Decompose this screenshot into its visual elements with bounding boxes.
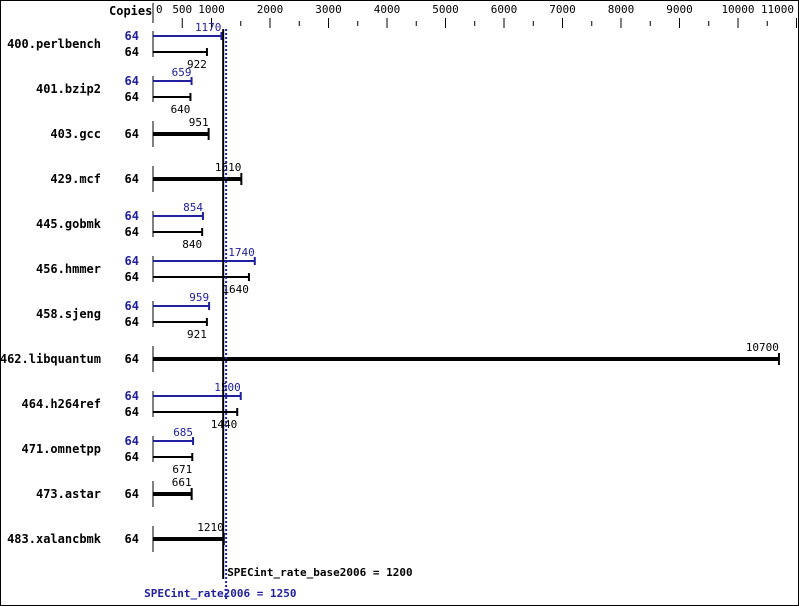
peak-copies: 64 [125,254,139,268]
peak-summary-label: SPECint_rate2006 = 1250 [144,587,296,600]
base-value-label: 640 [171,103,191,116]
x-tick-label: 3000 [315,3,342,16]
benchmark-label: 401.bzip2 [36,82,101,96]
peak-copies: 64 [125,74,139,88]
base-copies: 64 [125,532,139,546]
base-value-label: 840 [182,238,202,251]
x-tick-label: 5000 [432,3,459,16]
base-copies: 64 [125,127,139,141]
base-value-label: 921 [187,328,207,341]
x-tick-label: 4000 [374,3,401,16]
base-value-label: 1210 [197,521,224,534]
base-value-label: 922 [187,58,207,71]
base-value-label: 661 [172,476,192,489]
base-value-label: 1640 [222,283,249,296]
base-copies: 64 [125,270,139,284]
base-copies: 64 [125,450,139,464]
x-tick-label: 1000 [198,3,225,16]
peak-copies: 64 [125,299,139,313]
benchmark-label: 483.xalancbmk [7,532,102,546]
x-tick-label: 500 [172,3,192,16]
x-tick-label: 10000 [721,3,754,16]
base-copies: 64 [125,487,139,501]
peak-copies: 64 [125,434,139,448]
base-value-label: 951 [189,116,209,129]
base-summary-label: SPECint_rate_base2006 = 1200 [227,566,412,579]
benchmark-label: 471.omnetpp [22,442,101,456]
base-copies: 64 [125,405,139,419]
peak-value-label: 1170 [195,21,222,34]
peak-value-label: 959 [189,291,209,304]
benchmark-label: 462.libquantum [1,352,101,366]
base-copies: 64 [125,172,139,186]
peak-copies: 64 [125,389,139,403]
base-copies: 64 [125,225,139,239]
benchmark-label: 473.astar [36,487,101,501]
benchmark-label: 464.h264ref [22,397,101,411]
x-tick-label: 8000 [608,3,635,16]
x-tick-label: 0 [156,3,163,16]
base-value-label: 1510 [215,161,242,174]
peak-value-label: 854 [183,201,203,214]
base-value-label: 10700 [746,341,779,354]
base-copies: 64 [125,90,139,104]
benchmark-label: 445.gobmk [36,217,102,231]
peak-value-label: 1740 [228,246,255,259]
base-value-label: 671 [172,463,192,476]
peak-copies: 64 [125,209,139,223]
peak-value-label: 685 [173,426,193,439]
x-tick-label: 11000 [761,3,794,16]
peak-value-label: 659 [172,66,192,79]
benchmark-label: 458.sjeng [36,307,101,321]
base-copies: 64 [125,352,139,366]
peak-value-label: 1500 [214,381,241,394]
peak-copies: 64 [125,29,139,43]
base-copies: 64 [125,315,139,329]
x-tick-label: 9000 [666,3,693,16]
benchmark-label: 456.hmmer [36,262,101,276]
benchmark-label: 403.gcc [50,127,101,141]
benchmark-label: 429.mcf [50,172,101,186]
x-tick-label: 7000 [549,3,576,16]
base-copies: 64 [125,45,139,59]
copies-header: Copies [109,4,152,18]
x-tick-label: 2000 [257,3,284,16]
x-tick-label: 6000 [491,3,518,16]
benchmark-label: 400.perlbench [7,37,101,51]
